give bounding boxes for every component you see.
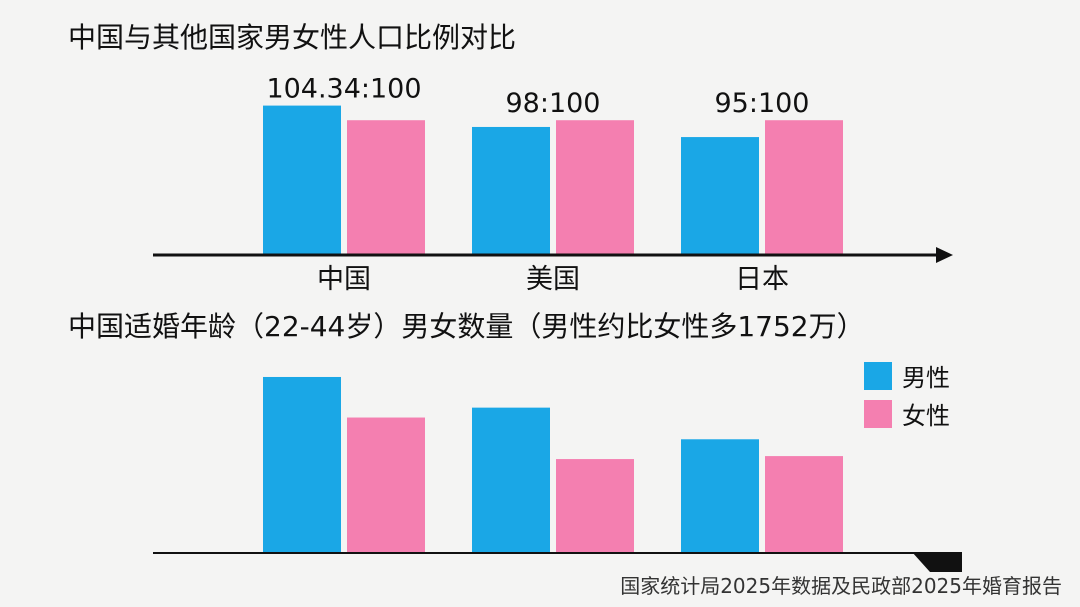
bar2-male-2 [681, 439, 759, 553]
source-note: 国家统计局2025年数据及民政部2025年婚育报告 [620, 574, 1062, 598]
bar2-male-1 [472, 407, 550, 553]
x-axis-arrow [936, 247, 953, 263]
bar-female-2 [765, 120, 843, 255]
chart-title-marriageable: 中国适婚年龄（22-44岁）男女数量（男性约比女性多1752万） [68, 310, 865, 343]
bar2-female-2 [765, 456, 843, 553]
bar-female-1 [556, 120, 634, 255]
bar-male-1 [472, 126, 550, 256]
legend-label-female: 女性 [902, 402, 950, 430]
legend-swatch-male [864, 362, 892, 390]
data-label-ratio-0: 104.34:100 [266, 74, 421, 105]
bar2-female-0 [347, 417, 425, 553]
bar2-male-0 [263, 376, 341, 553]
ratio-chart: 104.34:100 中国 98:100 美国 95:100 日本 [153, 74, 953, 295]
category-label-1: 美国 [526, 264, 580, 295]
bar2-female-1 [556, 459, 634, 553]
data-label-ratio-1: 98:100 [506, 88, 601, 119]
chart-title-ratio: 中国与其他国家男女性人口比例对比 [68, 21, 517, 54]
bar-male-0 [263, 105, 341, 255]
category-label-2: 日本 [735, 264, 789, 295]
bar-female-0 [347, 120, 425, 255]
bar-male-2 [681, 137, 759, 255]
legend-swatch-female [864, 400, 892, 428]
axis-end-tab [912, 552, 962, 572]
category-label-0: 中国 [317, 264, 371, 295]
legend-label-male: 男性 [902, 364, 950, 392]
data-label-ratio-2: 95:100 [715, 88, 810, 119]
